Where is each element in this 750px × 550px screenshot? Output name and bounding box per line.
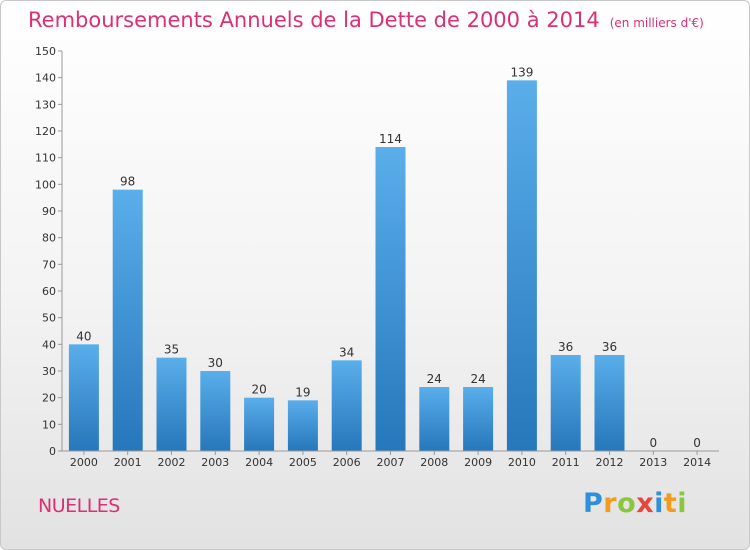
- logo-letter: P: [583, 488, 604, 519]
- data-label: 98: [120, 175, 135, 189]
- bar: [287, 400, 318, 451]
- logo-letter: i: [677, 488, 688, 519]
- y-tick-label: 30: [42, 365, 56, 378]
- data-label: 114: [379, 132, 402, 146]
- y-tick-label: 50: [42, 312, 56, 325]
- bar: [156, 357, 187, 451]
- y-tick-label: 20: [42, 392, 56, 405]
- y-tick-label: 0: [49, 445, 56, 458]
- commune-name: NUELLES: [38, 495, 120, 517]
- x-tick-label: 2001: [114, 456, 142, 469]
- data-label: 40: [76, 329, 91, 343]
- data-label: 20: [251, 383, 266, 397]
- y-tick-label: 80: [42, 232, 56, 245]
- x-tick-label: 2011: [552, 456, 580, 469]
- logo-letter: t: [663, 488, 678, 519]
- x-tick-label: 2003: [201, 456, 229, 469]
- y-tick-label: 10: [42, 418, 56, 431]
- data-label: 139: [510, 65, 533, 79]
- bar: [463, 387, 494, 451]
- y-tick-label: 110: [35, 152, 56, 165]
- data-label: 35: [164, 343, 179, 357]
- bar: [112, 189, 143, 451]
- x-tick-label: 2000: [70, 456, 98, 469]
- bar: [244, 397, 275, 451]
- logo-letter: x: [636, 488, 655, 519]
- proxiti-logo: Proxiti: [583, 488, 687, 519]
- y-tick-label: 100: [35, 178, 56, 191]
- chart-unit: (en milliers d'€): [609, 16, 704, 30]
- data-label: 0: [649, 436, 657, 450]
- y-tick-label: 60: [42, 285, 56, 298]
- bar: [68, 344, 99, 451]
- y-tick-label: 90: [42, 205, 56, 218]
- x-tick-label: 2004: [245, 456, 273, 469]
- x-tick-label: 2005: [289, 456, 317, 469]
- x-tick-label: 2012: [596, 456, 624, 469]
- x-tick-label: 2014: [683, 456, 711, 469]
- y-tick-label: 40: [42, 338, 56, 351]
- bar: [331, 360, 362, 451]
- x-tick-label: 2008: [420, 456, 448, 469]
- bars: 40 98 35 30 20 19 34 114 24 24 139 36 36 0 0: [68, 65, 701, 451]
- y-tick-label: 130: [35, 98, 56, 111]
- bar: [506, 80, 537, 451]
- chart-title: Remboursements Annuels de la Dette de 20…: [28, 8, 704, 32]
- bar: [419, 387, 450, 451]
- data-label: 36: [602, 340, 617, 354]
- bar: [594, 355, 625, 451]
- x-tick-label: 2010: [508, 456, 536, 469]
- x-tick-label: 2006: [333, 456, 361, 469]
- x-tick-label: 2009: [464, 456, 492, 469]
- y-tick-label: 120: [35, 125, 56, 138]
- x-tick-label: 2002: [158, 456, 186, 469]
- data-label: 0: [693, 436, 701, 450]
- logo-letter: r: [603, 488, 618, 519]
- data-label: 30: [208, 356, 223, 370]
- data-label: 36: [558, 340, 573, 354]
- bar: [375, 147, 406, 451]
- y-tick-label: 140: [35, 72, 56, 85]
- data-label: 24: [470, 372, 485, 386]
- bar: [200, 371, 231, 451]
- x-tick-label: 2013: [639, 456, 667, 469]
- x-axis: 2000 2001 2002 2003 2004 2005 2006 2007 2008 2009…: [62, 450, 719, 469]
- bar: [550, 355, 581, 451]
- data-label: 24: [427, 372, 442, 386]
- y-tick-label: 70: [42, 258, 56, 271]
- x-tick-label: 2007: [377, 456, 405, 469]
- data-label: 34: [339, 345, 354, 359]
- chart-title-main: Remboursements Annuels de la Dette de 20…: [28, 8, 600, 32]
- data-label: 19: [295, 385, 310, 399]
- y-axis: 0 10 20 30 40 50 60 70 80 90 100 110 120 130 140 150: [35, 45, 63, 458]
- logo-letter: o: [617, 488, 637, 519]
- logo-letter: i: [654, 488, 664, 519]
- y-tick-label: 150: [35, 45, 56, 58]
